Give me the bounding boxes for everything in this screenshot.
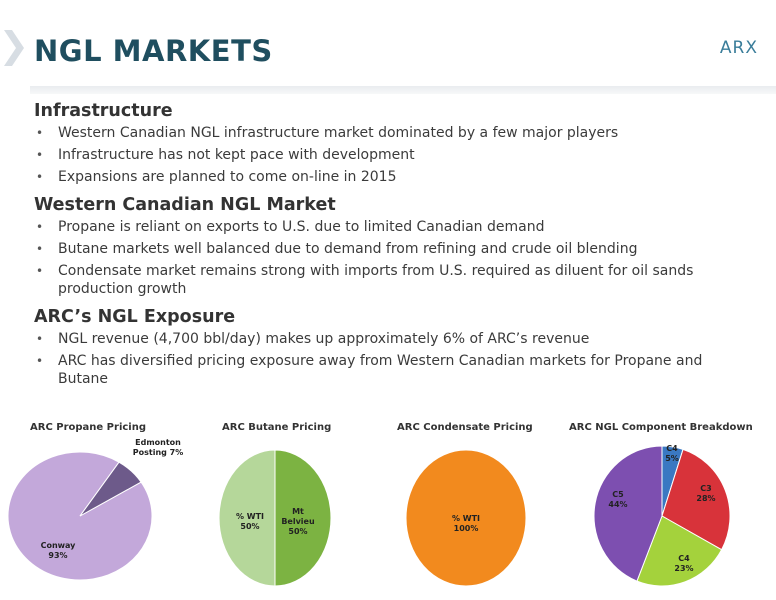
pie-slice-label: C4 5% [665, 444, 679, 463]
chart-title: ARC Condensate Pricing [397, 422, 533, 433]
section-western-canadian-ngl-market: Western Canadian NGL Market Propane is r… [34, 194, 754, 298]
pie-slice [79, 461, 142, 517]
pie-charts-row: ARC Propane Pricing ARC Butane Pricing A… [0, 414, 776, 600]
pie-slice-label: Conway 93% [41, 541, 77, 560]
chart-title: ARC NGL Component Breakdown [569, 422, 753, 433]
section-arc-ngl-exposure: ARC’s NGL Exposure NGL revenue (4,700 bb… [34, 306, 754, 388]
butane-pricing-pie: % WTI 50% Mt Belvieu 50% [218, 449, 332, 587]
pie-slice [661, 448, 731, 551]
section-infrastructure: Infrastructure Western Canadian NGL infr… [34, 100, 754, 186]
bullet-item: ARC has diversified pricing exposure awa… [34, 352, 754, 388]
chart-title: ARC Butane Pricing [222, 422, 332, 433]
pie-slice-label: Edmonton Posting 7% [133, 438, 183, 457]
header-divider [30, 86, 776, 94]
pie-slice-label: C4 23% [674, 554, 693, 573]
pie-slice [405, 449, 527, 587]
bullet-item: Butane markets well balanced due to dema… [34, 240, 754, 258]
content: Infrastructure Western Canadian NGL infr… [34, 100, 754, 396]
bullet-item: Infrastructure has not kept pace with de… [34, 146, 754, 164]
bullet-item: Propane is reliant on exports to U.S. du… [34, 218, 754, 236]
pie-slice [636, 515, 723, 587]
bullet-item: Expansions are planned to come on-line i… [34, 168, 754, 186]
condensate-pricing-pie: % WTI 100% [405, 449, 527, 587]
pie-slice-label: % WTI 100% [452, 514, 480, 533]
pie-slice-label: Mt Belvieu 50% [281, 507, 315, 536]
section-heading: ARC’s NGL Exposure [34, 307, 236, 327]
propane-pricing-pie: Conway 93% Edmonton Posting 7% [7, 438, 183, 581]
brand-logo: ARX [719, 38, 758, 58]
page-title: NGL MARKETS [34, 34, 273, 68]
pie-slice-label: C5 44% [608, 490, 627, 509]
pie-slice [593, 445, 663, 582]
chart-title: ARC Propane Pricing [30, 422, 147, 433]
bullet-item: NGL revenue (4,700 bbl/day) makes up app… [34, 330, 754, 348]
bullet-list: NGL revenue (4,700 bbl/day) makes up app… [34, 330, 754, 388]
bullet-list: Western Canadian NGL infrastructure mark… [34, 124, 754, 186]
bullet-item: Western Canadian NGL infrastructure mark… [34, 124, 754, 142]
bullet-item: Condensate market remains strong with im… [34, 262, 754, 298]
section-heading: Western Canadian NGL Market [34, 195, 336, 215]
section-heading: Infrastructure [34, 101, 173, 121]
pie-slice-label: C3 28% [696, 484, 715, 503]
ngl-component-breakdown-pie: C4 5% C3 28% C4 23% C5 44% [593, 444, 731, 587]
bullet-list: Propane is reliant on exports to U.S. du… [34, 218, 754, 298]
pie-slice-label: % WTI 50% [236, 512, 264, 531]
chevron-icon [4, 30, 24, 66]
pie-slice [218, 449, 276, 587]
pie-slice [274, 449, 332, 587]
